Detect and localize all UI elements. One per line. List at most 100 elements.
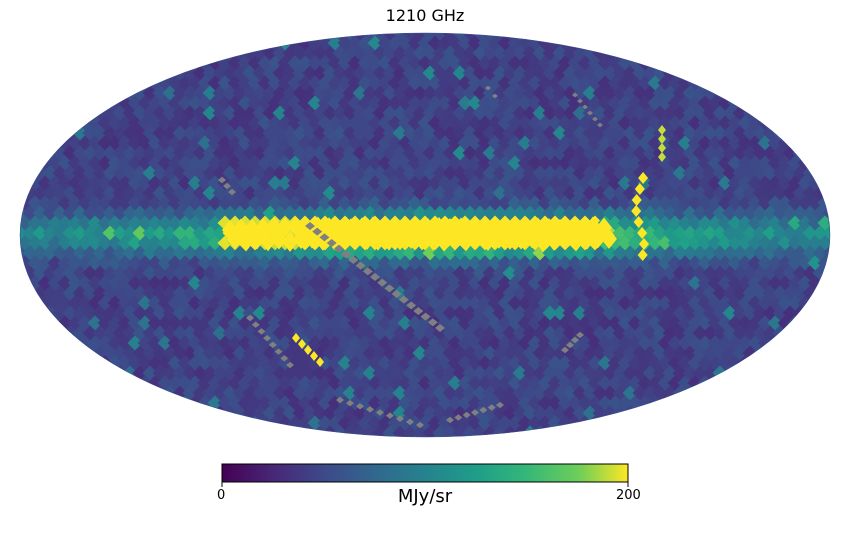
map-pixel <box>396 415 404 422</box>
map-pixel <box>566 341 574 349</box>
map-pixel <box>638 172 649 184</box>
map-pixel <box>447 230 463 251</box>
map-pixel <box>312 227 323 236</box>
map-pixel <box>797 315 813 331</box>
map-pixel <box>251 321 260 328</box>
colorbar-max-label: 200 <box>616 488 641 503</box>
map-pixel <box>386 412 394 419</box>
map-pixel <box>658 152 666 162</box>
colorbar-min-label: 0 <box>217 488 226 503</box>
map-pixel <box>268 341 277 349</box>
map-pixel <box>271 229 287 250</box>
map-pixel <box>535 231 551 252</box>
map-pixel <box>365 216 381 237</box>
map-pixel <box>348 256 359 264</box>
map-pixel <box>228 188 236 196</box>
map-pixel <box>807 155 823 171</box>
map-pixel <box>446 416 454 424</box>
map-pixel <box>487 404 496 411</box>
map-pixel <box>631 194 642 206</box>
map-pixel <box>413 307 424 315</box>
map-pixel <box>274 348 283 355</box>
colorbar <box>221 463 629 483</box>
map-title: 1210 GHz <box>385 6 465 25</box>
map-pixel <box>280 355 289 362</box>
map-pixel <box>310 351 318 361</box>
map-pixel <box>326 239 337 247</box>
map-pixel <box>305 222 315 230</box>
map-pixel <box>592 116 598 122</box>
map-pixel <box>822 185 830 201</box>
map-pixel <box>362 267 373 276</box>
map-pixel <box>576 331 584 339</box>
map-pixel <box>638 238 649 250</box>
map-pixel <box>377 278 388 287</box>
map-pixel <box>582 104 588 110</box>
map-pixel <box>827 255 830 271</box>
map-pixel <box>341 250 352 259</box>
map-pixel <box>431 216 447 237</box>
map-pixel <box>298 339 306 349</box>
map-pixel <box>370 273 380 281</box>
map-pixel <box>427 318 438 327</box>
map-pixel <box>812 165 828 181</box>
map-pixel <box>601 228 617 249</box>
map-pixel <box>631 205 642 217</box>
map-pixel <box>263 334 272 342</box>
map-pixel <box>356 403 364 410</box>
map-pixel <box>425 230 441 251</box>
map-pixel <box>462 411 471 419</box>
map-pixel <box>561 346 569 354</box>
map-pixel <box>579 229 595 250</box>
map-pixel <box>355 261 366 270</box>
map-pixel <box>454 414 463 421</box>
map-pixel <box>376 409 384 416</box>
map-pixel <box>637 249 648 261</box>
map-pixel <box>398 295 409 304</box>
map-pixel <box>492 93 498 99</box>
map-pixel <box>286 361 294 369</box>
map-pixel <box>346 399 354 407</box>
map-pixel <box>658 134 666 144</box>
map-outline <box>19 32 831 438</box>
map-pixel <box>20 185 28 201</box>
map-pixel <box>637 227 648 239</box>
map-pixel <box>406 301 417 310</box>
map-pixel <box>260 231 276 252</box>
map-pixel <box>359 229 375 250</box>
map-pixel <box>218 176 226 184</box>
map-pixel <box>633 216 644 228</box>
map-pixel <box>246 314 254 322</box>
map-pixel <box>587 110 593 116</box>
map-pixel <box>471 409 479 416</box>
map-pixel <box>597 122 603 128</box>
map-pixel <box>577 98 583 104</box>
map-pixel <box>223 182 231 190</box>
map-pixel <box>238 231 254 252</box>
map-pixel <box>333 244 344 253</box>
map-pixel <box>436 231 452 252</box>
map-pixel <box>658 143 666 153</box>
map-pixel <box>479 406 488 414</box>
map-pixel <box>319 233 330 242</box>
map-pixel <box>257 328 266 335</box>
map-pixel <box>316 357 324 367</box>
colorbar-unit-label: MJy/sr <box>397 486 453 507</box>
map-pixel <box>767 115 783 131</box>
map-pixel <box>572 92 578 98</box>
map-pixel <box>292 333 300 343</box>
map-pixel <box>384 284 395 293</box>
map-pixel <box>22 165 38 181</box>
map-pixel-field <box>20 33 830 437</box>
map-pixel <box>453 217 469 238</box>
map-pixel <box>571 336 579 344</box>
map-pixel <box>277 216 293 237</box>
map-pixel <box>416 421 424 429</box>
map-pixel <box>658 125 666 135</box>
map-pixel <box>435 324 445 332</box>
map-pixel <box>366 406 374 413</box>
map-pixel <box>420 312 431 321</box>
map-pixel <box>391 290 402 298</box>
map-pixel <box>282 231 298 252</box>
